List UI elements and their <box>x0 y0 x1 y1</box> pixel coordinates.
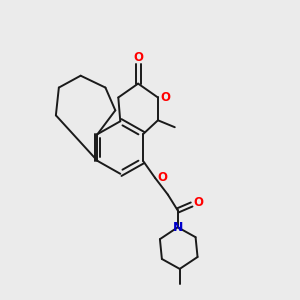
Text: O: O <box>133 51 143 64</box>
Text: O: O <box>157 171 167 184</box>
Text: N: N <box>172 221 183 234</box>
Text: O: O <box>161 91 171 104</box>
Text: O: O <box>194 196 203 209</box>
